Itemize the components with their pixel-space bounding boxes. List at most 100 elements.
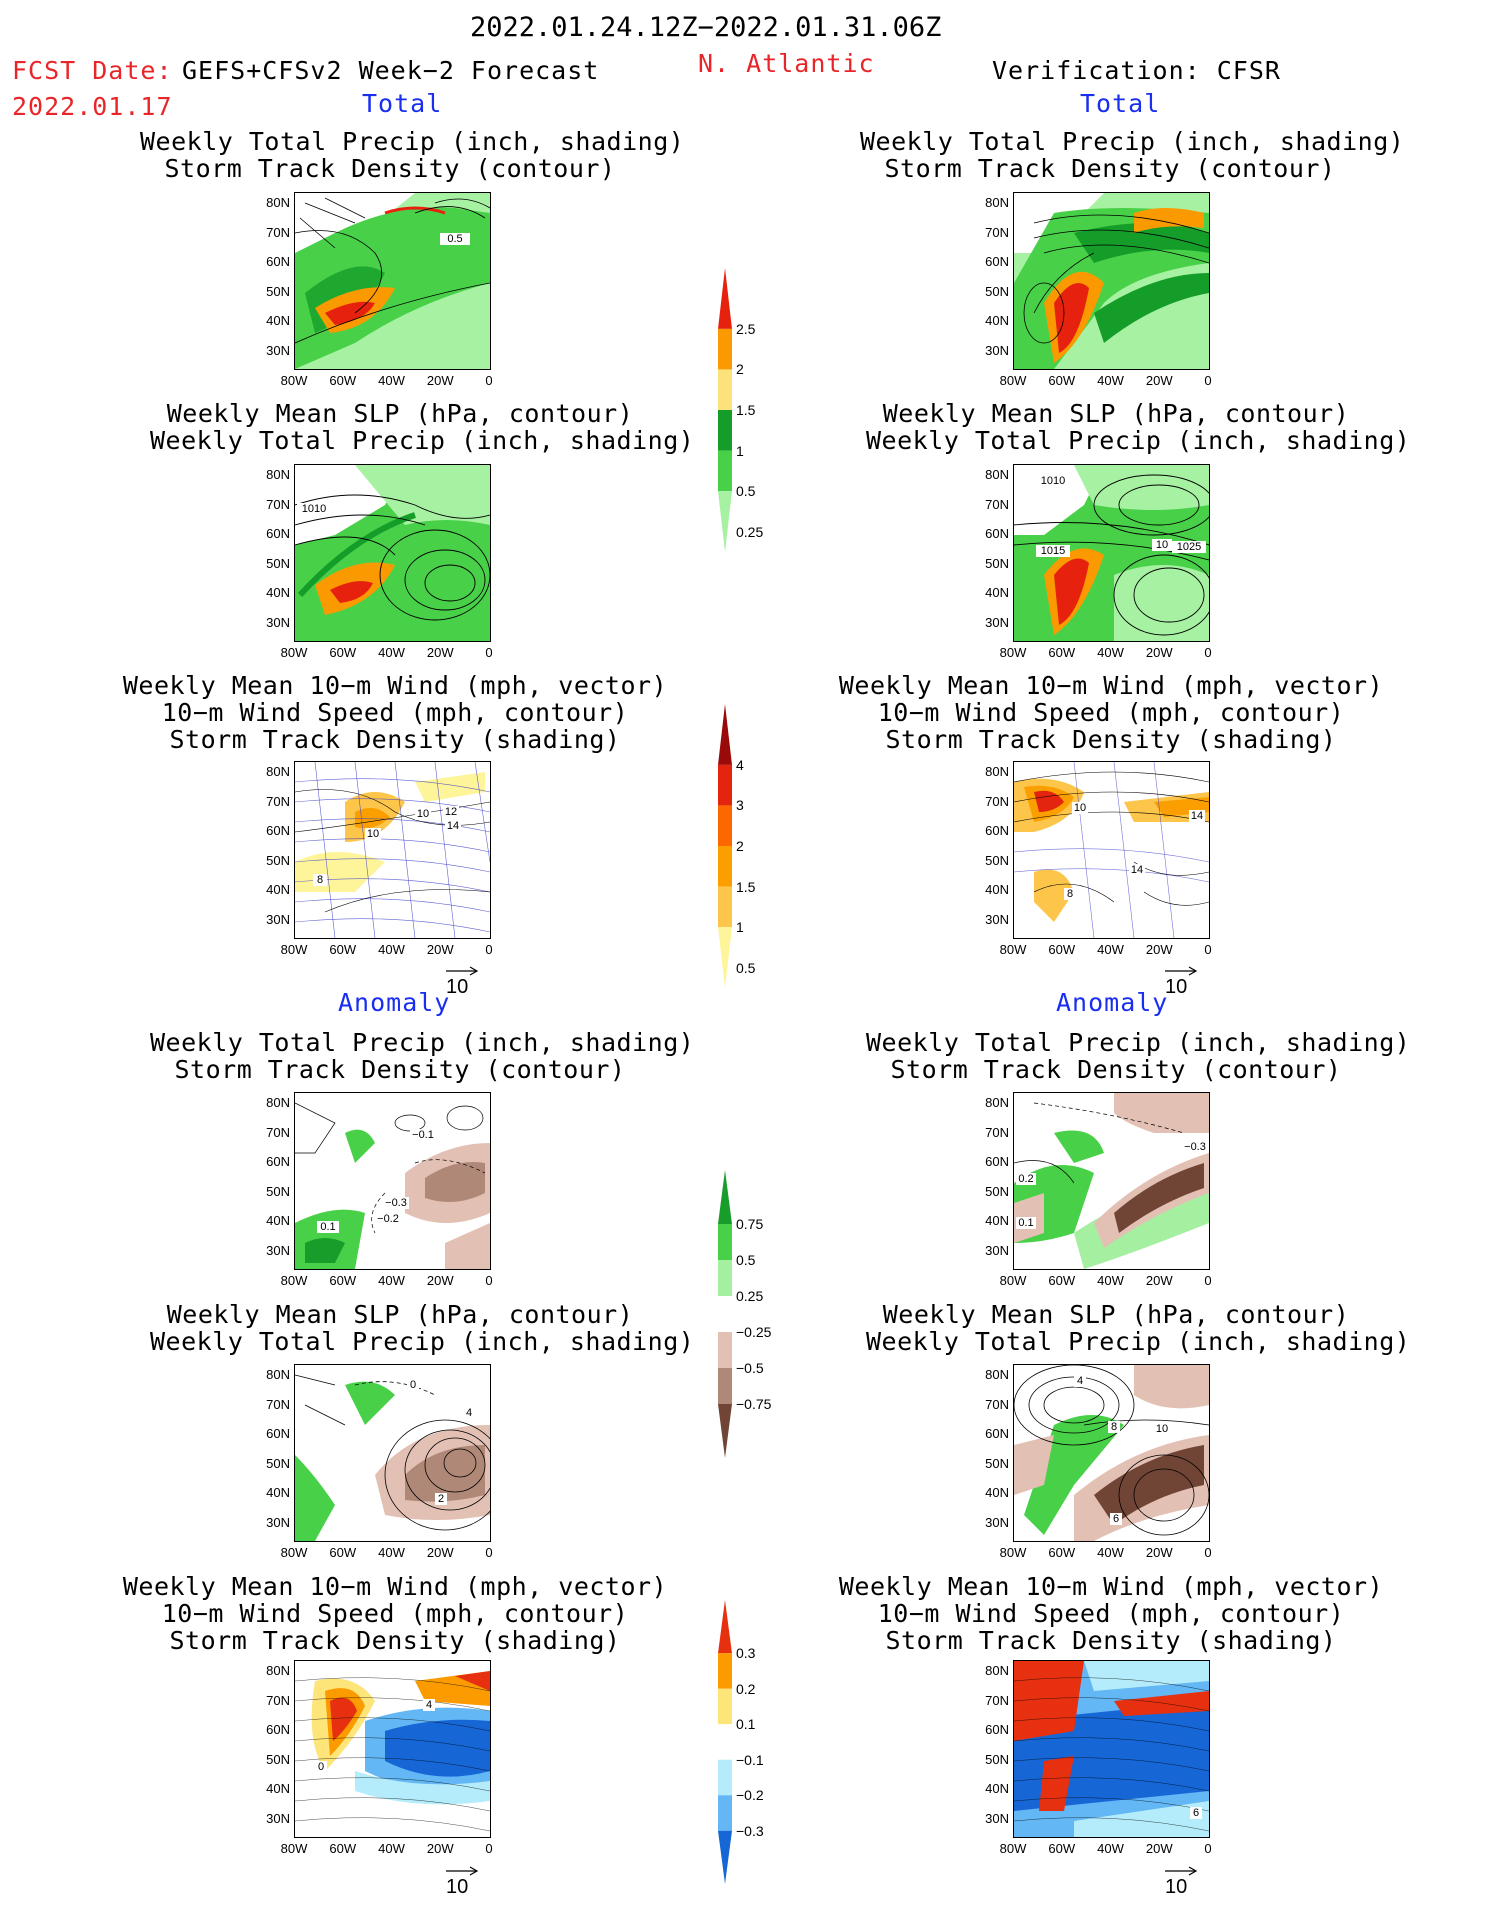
lon-tick-label: 20W — [426, 1545, 454, 1560]
title-line: Storm Track Density (shading) — [169, 1626, 621, 1655]
lon-tick-label: 80W — [280, 942, 308, 957]
lon-tick-label: 80W — [280, 1273, 308, 1288]
lat-tick-label: 40N — [985, 882, 1009, 898]
lon-tick-label: 0 — [1204, 1841, 1212, 1856]
contour-label: 10 — [1152, 539, 1172, 551]
colorbar-swatch — [718, 846, 732, 887]
lat-tick-label: 70N — [266, 1396, 290, 1412]
title-left-anom-precip: Weekly Total Precip (inch, shading) Stor… — [150, 1029, 694, 1083]
lon-tick-label: 20W — [1145, 1545, 1173, 1560]
colorbar-swatch — [718, 805, 732, 846]
vector-arrow-icon — [1165, 966, 1198, 976]
lon-tick-label: 40W — [378, 645, 405, 660]
lat-tick-label: 70N — [266, 793, 290, 809]
lat-tick-label: 40N — [266, 1485, 290, 1501]
colorbar-label: 0.5 — [736, 959, 756, 976]
lat-tick-label: 70N — [266, 1692, 290, 1708]
lat-tick-label: 30N — [985, 912, 1009, 927]
colorbar-swatch — [718, 1795, 732, 1831]
colorbar-swatch — [718, 886, 732, 928]
section-anomaly-right: Anomaly — [1056, 988, 1169, 1017]
map-left-anom-precip: −0.1 −0.3 −0.2 0.1 — [294, 1092, 491, 1270]
colorbar-swatch — [718, 1170, 732, 1224]
title-line: 10−m Wind Speed (mph, contour) — [877, 698, 1345, 727]
title-right-total-precip: Weekly Total Precip (inch, shading) Stor… — [860, 128, 1404, 182]
lat-tick-label: 50N — [266, 555, 290, 571]
lat-tick-label: 30N — [985, 1243, 1009, 1258]
colorbar-swatch — [718, 268, 732, 329]
contour-label: 4 — [463, 1407, 475, 1419]
title-line: Weekly Total Precip (inch, shading) — [866, 426, 1411, 455]
title-line: Weekly Mean SLP (hPa, contour) — [882, 399, 1350, 428]
title-line: Weekly Mean 10−m Wind (mph, vector) — [122, 1572, 668, 1601]
contour-label: −0.3 — [1182, 1141, 1208, 1153]
lat-tick-label: 60N — [985, 1722, 1009, 1738]
lon-tick-label: 40W — [1097, 1273, 1124, 1288]
lat-tick-label: 30N — [985, 1515, 1009, 1530]
lat-tick-label: 80N — [985, 467, 1009, 482]
lat-tick-label: 80N — [985, 195, 1009, 210]
lat-tick-label: 30N — [985, 1811, 1009, 1826]
lat-tick-label: 50N — [985, 555, 1009, 571]
title-line: Storm Track Density (shading) — [169, 725, 621, 754]
title-right-anom-slp: Weekly Mean SLP (hPa, contour) Weekly To… — [866, 1301, 1411, 1356]
title-line: Weekly Total Precip (inch, shading) — [150, 426, 695, 455]
colorbar-anom_track — [718, 1600, 732, 1884]
lat-tick-label: 30N — [985, 343, 1009, 358]
lat-tick-label: 70N — [985, 224, 1009, 240]
lon-tick-label: 80W — [999, 1841, 1027, 1856]
colorbar-swatch — [718, 1296, 732, 1332]
vector-ref-value: 10 — [1165, 1876, 1188, 1898]
map-left-total-slp: 1010 — [294, 464, 491, 642]
lat-tick-label: 70N — [985, 1692, 1009, 1708]
lat-tick-label: 50N — [985, 1751, 1009, 1767]
section-total-right: Total — [1080, 89, 1161, 118]
colorbar-swatch — [718, 1404, 732, 1458]
lat-tick-label: 40N — [266, 585, 290, 601]
colorbar-label: 0.5 — [736, 1252, 756, 1268]
lon-tick-label: 80W — [999, 942, 1027, 957]
colorbar-swatch — [718, 1653, 732, 1689]
vector-ref-value: 10 — [446, 976, 469, 998]
colorbar-label: −0.3 — [736, 1822, 764, 1839]
lat-tick-label: 40N — [266, 313, 290, 329]
contour-label: 8 — [313, 874, 327, 886]
colorbar-label: 1.5 — [736, 402, 756, 418]
lat-tick-label: 70N — [985, 793, 1009, 809]
colorbar-swatch — [718, 369, 732, 410]
lon-tick-label: 0 — [485, 1545, 493, 1560]
map-right-anom-precip: 0.2 0.1 −0.3 — [1013, 1092, 1210, 1270]
colorbar-label: −0.75 — [736, 1396, 772, 1412]
contour-label: 10 — [365, 828, 381, 840]
lat-tick-label: 80N — [985, 1367, 1009, 1382]
map-right-total-precip — [1013, 192, 1210, 370]
title-line: Weekly Total Precip (inch, shading) — [866, 1327, 1411, 1356]
lon-tick-label: 20W — [426, 373, 454, 388]
colorbar-label: 1 — [736, 919, 744, 936]
lat-tick-label: 50N — [266, 1183, 290, 1199]
fcst-date-label: FCST Date: — [12, 56, 173, 85]
contour-label: 0.1 — [1016, 1217, 1036, 1229]
lat-tick-label: 50N — [266, 852, 290, 868]
lon-tick-label: 60W — [329, 645, 357, 660]
colorbar-swatch — [718, 1260, 732, 1296]
lon-tick-label: 40W — [1097, 1841, 1124, 1856]
lat-tick-label: 60N — [266, 254, 290, 270]
lon-tick-label: 80W — [999, 1273, 1027, 1288]
colorbar-label: 4 — [736, 756, 744, 773]
lat-tick-label: 80N — [266, 195, 290, 210]
lon-tick-label: 60W — [1048, 1273, 1076, 1288]
vector-ref-right-anom: 10 — [1165, 1866, 1199, 1899]
vector-ref-value: 10 — [1165, 976, 1188, 998]
colorbar-label: 2 — [736, 361, 744, 378]
lat-tick-label: 80N — [985, 1095, 1009, 1110]
lat-tick-label: 40N — [985, 313, 1009, 329]
title-left-total-slp: Weekly Mean SLP (hPa, contour) Weekly To… — [150, 400, 695, 455]
map-right-anom-slp: 4 8 10 6 — [1013, 1364, 1210, 1542]
colorbar-swatch — [718, 927, 732, 988]
lat-tick-label: 60N — [985, 1426, 1009, 1442]
title-line: Weekly Mean 10−m Wind (mph, vector) — [838, 1572, 1384, 1601]
colorbar-swatch — [718, 1224, 732, 1260]
lat-tick-label: 70N — [985, 496, 1009, 512]
lon-tick-label: 40W — [1097, 645, 1124, 660]
